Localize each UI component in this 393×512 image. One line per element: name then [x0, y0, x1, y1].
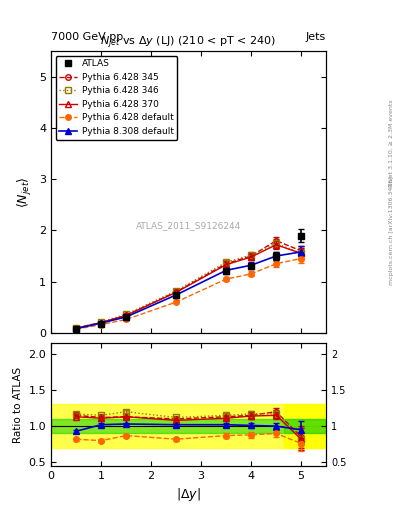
Legend: ATLAS, Pythia 6.428 345, Pythia 6.428 346, Pythia 6.428 370, Pythia 6.428 defaul: ATLAS, Pythia 6.428 345, Pythia 6.428 34…	[55, 56, 177, 139]
Text: 7000 GeV pp: 7000 GeV pp	[51, 32, 123, 42]
Text: Rivet 3.1.10, ≥ 2.3M events: Rivet 3.1.10, ≥ 2.3M events	[389, 99, 393, 187]
Y-axis label: Ratio to ATLAS: Ratio to ATLAS	[13, 367, 23, 442]
Text: ATLAS_2011_S9126244: ATLAS_2011_S9126244	[136, 221, 241, 230]
Bar	[284, 419, 326, 433]
Text: Jets: Jets	[306, 32, 326, 42]
Y-axis label: $\langle N_{jet}\rangle$: $\langle N_{jet}\rangle$	[16, 176, 33, 208]
X-axis label: $|\Delta y|$: $|\Delta y|$	[176, 486, 201, 503]
Bar	[284, 404, 326, 448]
Bar	[51, 404, 326, 448]
Bar	[51, 419, 326, 433]
Text: mcplots.cern.ch [arXiv:1306.3436]: mcplots.cern.ch [arXiv:1306.3436]	[389, 176, 393, 285]
Title: $N_{jet}$ vs $\Delta y$ (LJ) (210 < pT < 240): $N_{jet}$ vs $\Delta y$ (LJ) (210 < pT <…	[101, 35, 277, 51]
